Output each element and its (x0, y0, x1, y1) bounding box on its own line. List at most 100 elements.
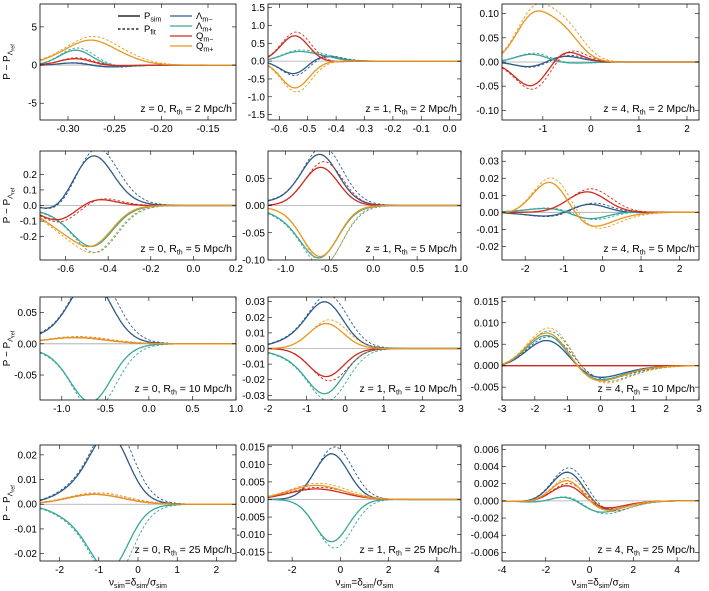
x-tick-label: -0.5 (321, 264, 339, 275)
x-tick-label: -0.15 (197, 124, 220, 135)
series-Qm_minus-fit (268, 348, 461, 382)
x-tick-label: 4 (674, 565, 680, 576)
curves (502, 327, 699, 384)
series-Lm_plus-fit (268, 348, 461, 400)
y-tick-label: 0.005 (474, 340, 499, 351)
y-tick-label: -0.02 (242, 375, 265, 386)
series-Qm_plus-sim (40, 204, 236, 248)
x-tick-label: 2 (214, 565, 220, 576)
series-Lm_minus-fit (268, 151, 461, 206)
series-Lm_plus-fit (502, 330, 699, 383)
panel-annotation: z = 0, Rth = 2 Mpc/h (140, 103, 232, 117)
y-tick-label: -0.002 (471, 514, 500, 525)
y-tick-label: 0.015 (240, 442, 265, 453)
plot-frame (501, 150, 700, 261)
y-tick-label: 1.5 (251, 3, 265, 14)
y-tick-label: -0.1 (20, 217, 38, 228)
panel-r2c2: -3 -2 -1 0 1 2 3 -0.005 0.000 0.005 0.010 0.015 z = … (471, 296, 702, 415)
x-tick-label: -2 (521, 264, 530, 275)
x-tick-label: -0.25 (103, 124, 126, 135)
plot-frame (501, 444, 700, 562)
x-axis-label: νsim=δsim/σsim (571, 578, 629, 591)
x-tick-label: -1.0 (53, 404, 71, 415)
series-Lm_minus-fit (40, 297, 236, 345)
x-tick-label: 0.2 (229, 264, 243, 275)
y-tick-label: 0.2 (23, 170, 37, 181)
x-tick-label: -1 (94, 565, 103, 576)
y-tick-label: 0.00 (480, 58, 500, 69)
series-Qm_plus-sim (268, 484, 461, 501)
y-tick-label: 0.004 (474, 462, 499, 473)
panel-annotation: z = 4, Rth = 25 Mpc/h (598, 544, 696, 558)
y-tick-label: -0.005 (471, 383, 500, 394)
y-tick-label: -1.0 (248, 92, 266, 103)
series-Qm_minus-sim (40, 493, 236, 505)
series-Qm_plus-fit (502, 177, 699, 229)
x-tick-label: 3 (458, 404, 464, 415)
panel-r1c0: -0.6 -0.4 -0.2 0.0 0.2 -0.2 -0.1 0.0 0.1 0.2 z = 0… (2, 150, 243, 275)
y-tick-label: 0.006 (474, 445, 499, 456)
series-Qm_plus-sim (268, 322, 461, 350)
x-tick-label: 1 (631, 404, 637, 415)
y-tick-label: 0.00 (246, 344, 266, 355)
x-tick-label: -0.5 (97, 404, 115, 415)
series-Lm_minus-fit (502, 467, 699, 512)
panel-r1c1: -1.0 -0.5 0.0 0.5 1.0 -0.10 -0.05 0.00 0.05 z = 1… (242, 150, 468, 275)
series-Qm_minus-fit (40, 492, 236, 505)
x-tick-label: 3 (696, 404, 702, 415)
panel-annotation: z = 4, Rth = 2 Mpc/h (603, 103, 695, 117)
x-tick-label: 0 (342, 404, 348, 415)
y-tick-label: 0.000 (474, 496, 499, 507)
plot-frame (39, 296, 237, 401)
x-tick-label: -1 (563, 404, 572, 415)
series-Qm_minus-sim (268, 35, 461, 63)
series-Qm_minus-fit (268, 161, 461, 206)
series-Qm_plus-sim (502, 332, 699, 382)
curves (40, 35, 236, 68)
y-tick-label: 0.02 (480, 174, 500, 185)
panel-annotation: z = 1, Rth = 10 Mpc/h (360, 383, 458, 397)
series-Lm_plus-sim (40, 204, 236, 248)
x-tick-label: 0.5 (410, 264, 424, 275)
y-tick-label: 0.0 (23, 201, 37, 212)
series-Qm_minus-sim (268, 166, 461, 207)
series-Qm_plus-fit (502, 477, 699, 512)
y-tick-label: -1.5 (248, 110, 266, 121)
y-tick-label: -0.5 (248, 74, 266, 85)
y-tick-label: 0.01 (246, 328, 266, 339)
panel-r3c0: -2 -1 0 1 2 -0.02 -0.01 0.00 0.01 0.02 z = 0, Rth … (2, 444, 237, 591)
y-tick-label: -0.05 (242, 228, 265, 239)
panel-annotation: z = 0, Rth = 25 Mpc/h (135, 544, 233, 558)
x-tick-label: -0.2 (384, 124, 402, 135)
x-tick-label: 2 (420, 404, 426, 415)
y-tick-label: 0.01 (18, 475, 38, 486)
x-axis-label: νsim=δsim/σsim (109, 578, 167, 591)
x-tick-label: -0.2 (142, 264, 160, 275)
panel-r1c2: -2 -1 0 1 2 -0.02 -0.01 0.00 0.01 0.02 0.03 z = 4, … (476, 150, 700, 275)
y-tick-label: 0.000 (474, 361, 499, 372)
y-tick-label: 0.005 (240, 477, 265, 488)
y-tick-label: 0.002 (474, 479, 499, 490)
x-tick-label: 0.0 (366, 264, 380, 275)
x-tick-label: -1 (302, 404, 311, 415)
legend-label-Qm_minus: Qm− (196, 31, 213, 44)
x-tick-label: 0 (600, 264, 606, 275)
x-tick-label: 0 (587, 565, 593, 576)
series-Qm_minus-fit (502, 188, 699, 213)
series-Lm_plus-fit (268, 499, 461, 549)
series-Lm_plus-sim (268, 50, 461, 62)
x-tick-label: -2 (264, 404, 273, 415)
y-axis-label: P − PΛref (2, 44, 17, 80)
y-axis-label: P − PΛref (2, 330, 17, 366)
x-tick-label: -0.5 (299, 124, 317, 135)
y-tick-label: -0.015 (237, 548, 266, 559)
y-tick-label: 0.000 (240, 495, 265, 506)
y-tick-label: 0.05 (18, 308, 38, 319)
series-Qm_plus-sim (40, 39, 236, 66)
series-Qm_plus-fit (40, 492, 236, 505)
series-Qm_plus-sim (40, 493, 236, 505)
y-tick-label: 0.02 (18, 450, 38, 461)
series-Lm_minus-sim (268, 301, 461, 350)
series-Lm_plus-fit (502, 496, 699, 515)
panel-r0c2: -1 0 1 2 -0.10 -0.05 0.00 0.05 0.10 z = 4, Rth = … (476, 3, 700, 135)
